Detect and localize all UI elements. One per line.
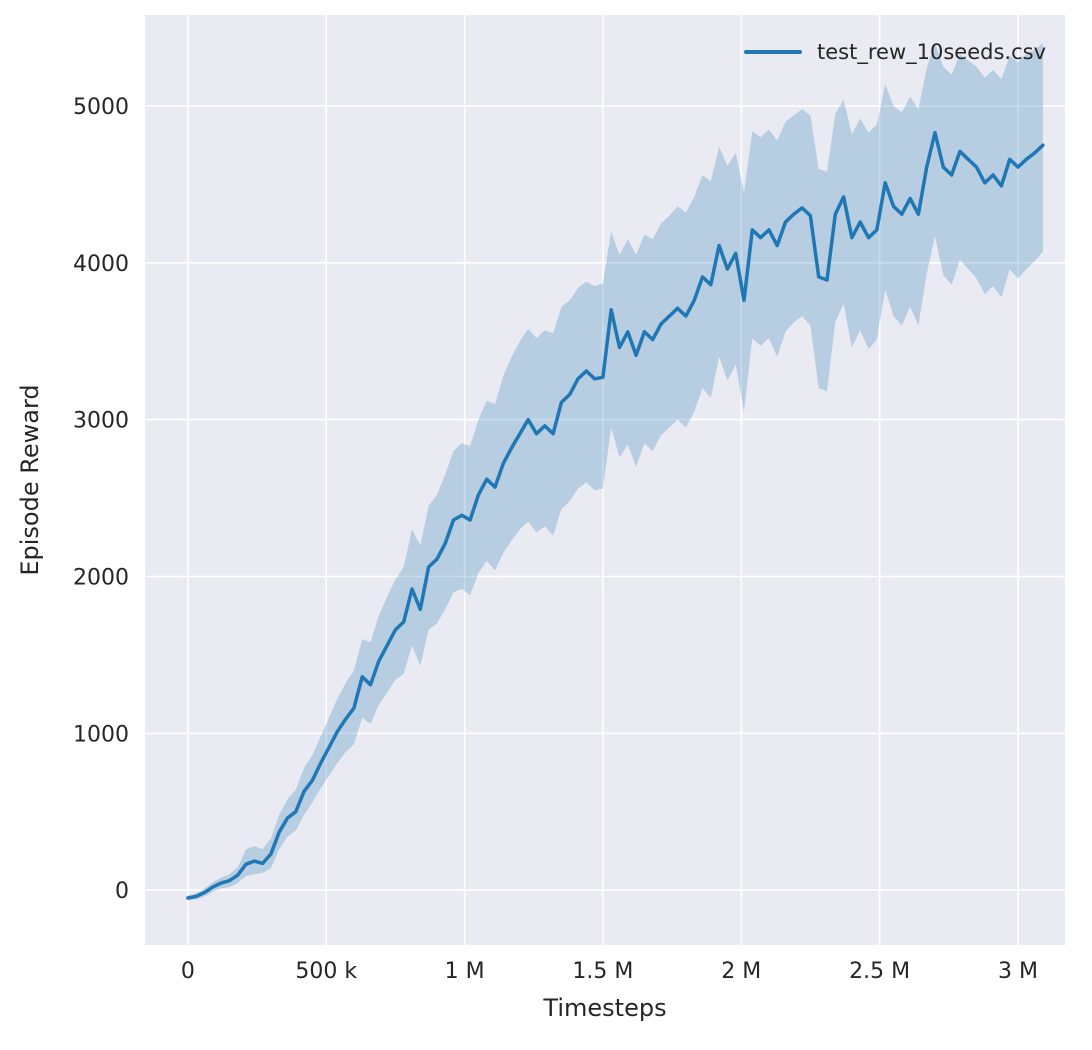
mean-line xyxy=(186,130,1045,900)
y-tick-label: 3000 xyxy=(73,409,129,434)
y-tick-label: 4000 xyxy=(73,252,129,277)
legend: test_rew_10seeds.csv xyxy=(744,40,1046,64)
x-tick-label: 1.5 M xyxy=(572,959,633,984)
x-tick-label: 500 k xyxy=(295,959,357,984)
x-tick-label: 2.5 M xyxy=(849,959,910,984)
y-tick-label: 5000 xyxy=(73,95,129,120)
y-tick-label: 2000 xyxy=(73,566,129,591)
x-tick-label: 2 M xyxy=(721,959,761,984)
legend-label: test_rew_10seeds.csv xyxy=(817,40,1046,64)
x-tick-label: 3 M xyxy=(998,959,1038,984)
x-tick-label: 1 M xyxy=(445,959,485,984)
y-tick-label: 1000 xyxy=(73,722,129,747)
legend-line-swatch xyxy=(744,50,803,54)
x-tick-label: 0 xyxy=(181,959,195,984)
y-tick-label: 0 xyxy=(115,879,129,904)
x-axis-label: Timesteps xyxy=(543,994,667,1022)
y-axis-label: Episode Reward xyxy=(16,384,44,576)
plot-background xyxy=(145,15,1065,945)
